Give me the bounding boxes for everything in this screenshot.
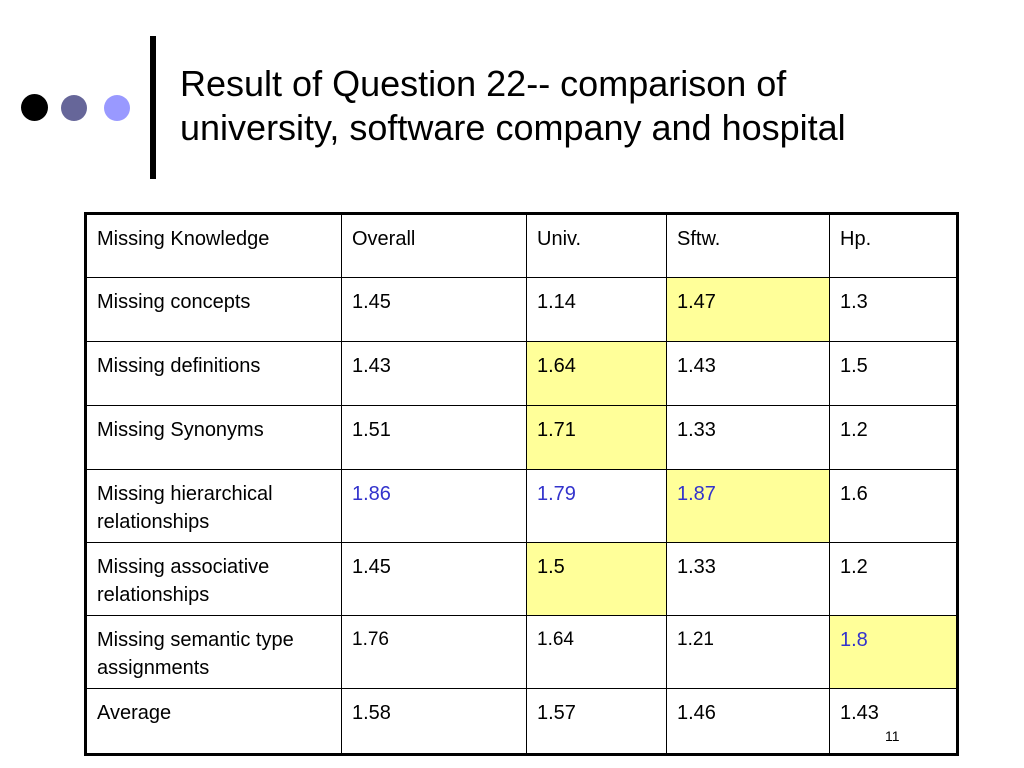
cell-sftw: 1.43 bbox=[666, 341, 830, 406]
cell-overall-emphasized: 1.86 bbox=[341, 469, 527, 543]
cell-sftw-highlighted: 1.87 bbox=[666, 469, 830, 543]
header-missing-knowledge: Missing Knowledge bbox=[85, 213, 342, 278]
cell-overall: 1.76 bbox=[341, 615, 527, 689]
cell-hp: 1.2 bbox=[829, 405, 958, 470]
table-row-average: Average 1.58 1.57 1.46 1.43 bbox=[85, 688, 958, 755]
cell-hp: 1.6 bbox=[829, 469, 958, 543]
header-hp: Hp. bbox=[829, 213, 958, 278]
cell-overall: 1.43 bbox=[341, 341, 527, 406]
cell-hp-highlighted: 1.8 bbox=[829, 615, 958, 689]
slide-title-line-1: Result of Question 22-- comparison of bbox=[180, 63, 787, 104]
cell-univ: 1.57 bbox=[526, 688, 667, 755]
slide-title: Result of Question 22-- comparison of un… bbox=[180, 62, 1000, 150]
table-row: Missing semantic type assignments 1.76 1… bbox=[85, 615, 958, 689]
cell-hp: 1.5 bbox=[829, 341, 958, 406]
row-label: Missing semantic type assignments bbox=[85, 615, 342, 689]
table-header-row: Missing Knowledge Overall Univ. Sftw. Hp… bbox=[85, 213, 958, 278]
row-label: Missing Synonyms bbox=[85, 405, 342, 470]
slide-title-line-2: university, software company and hospita… bbox=[180, 107, 846, 148]
cell-univ-emphasized: 1.79 bbox=[526, 469, 667, 543]
cell-hp: 1.43 bbox=[829, 688, 958, 755]
cell-sftw-highlighted: 1.47 bbox=[666, 277, 830, 342]
row-label: Missing associative relationships bbox=[85, 542, 342, 616]
page-number: 11 bbox=[885, 728, 900, 744]
header-overall: Overall bbox=[341, 213, 527, 278]
cell-hp: 1.3 bbox=[829, 277, 958, 342]
table-row: Missing definitions 1.43 1.64 1.43 1.5 bbox=[85, 341, 958, 406]
cell-univ: 1.14 bbox=[526, 277, 667, 342]
cell-sftw: 1.33 bbox=[666, 405, 830, 470]
title-divider-bar bbox=[150, 36, 156, 179]
cell-overall: 1.45 bbox=[341, 277, 527, 342]
row-label: Missing definitions bbox=[85, 341, 342, 406]
table-row: Missing associative relationships 1.45 1… bbox=[85, 542, 958, 616]
cell-overall: 1.45 bbox=[341, 542, 527, 616]
bullet-dot-black bbox=[21, 94, 48, 121]
cell-sftw: 1.21 bbox=[666, 615, 830, 689]
results-table: Missing Knowledge Overall Univ. Sftw. Hp… bbox=[84, 212, 959, 756]
cell-overall: 1.58 bbox=[341, 688, 527, 755]
cell-overall: 1.51 bbox=[341, 405, 527, 470]
cell-sftw: 1.46 bbox=[666, 688, 830, 755]
cell-univ: 1.64 bbox=[526, 615, 667, 689]
header-univ: Univ. bbox=[526, 213, 667, 278]
row-label: Average bbox=[85, 688, 342, 755]
cell-sftw: 1.33 bbox=[666, 542, 830, 616]
table-row: Missing hierarchical relationships 1.86 … bbox=[85, 469, 958, 543]
row-label: Missing hierarchical relationships bbox=[85, 469, 342, 543]
cell-hp: 1.2 bbox=[829, 542, 958, 616]
table-row: Missing concepts 1.45 1.14 1.47 1.3 bbox=[85, 277, 958, 342]
cell-univ-highlighted: 1.64 bbox=[526, 341, 667, 406]
bullet-dot-slate bbox=[61, 95, 87, 121]
cell-univ-highlighted: 1.71 bbox=[526, 405, 667, 470]
header-sftw: Sftw. bbox=[666, 213, 830, 278]
bullet-dot-lavender bbox=[104, 95, 130, 121]
cell-univ-highlighted: 1.5 bbox=[526, 542, 667, 616]
table-row: Missing Synonyms 1.51 1.71 1.33 1.2 bbox=[85, 405, 958, 470]
row-label: Missing concepts bbox=[85, 277, 342, 342]
